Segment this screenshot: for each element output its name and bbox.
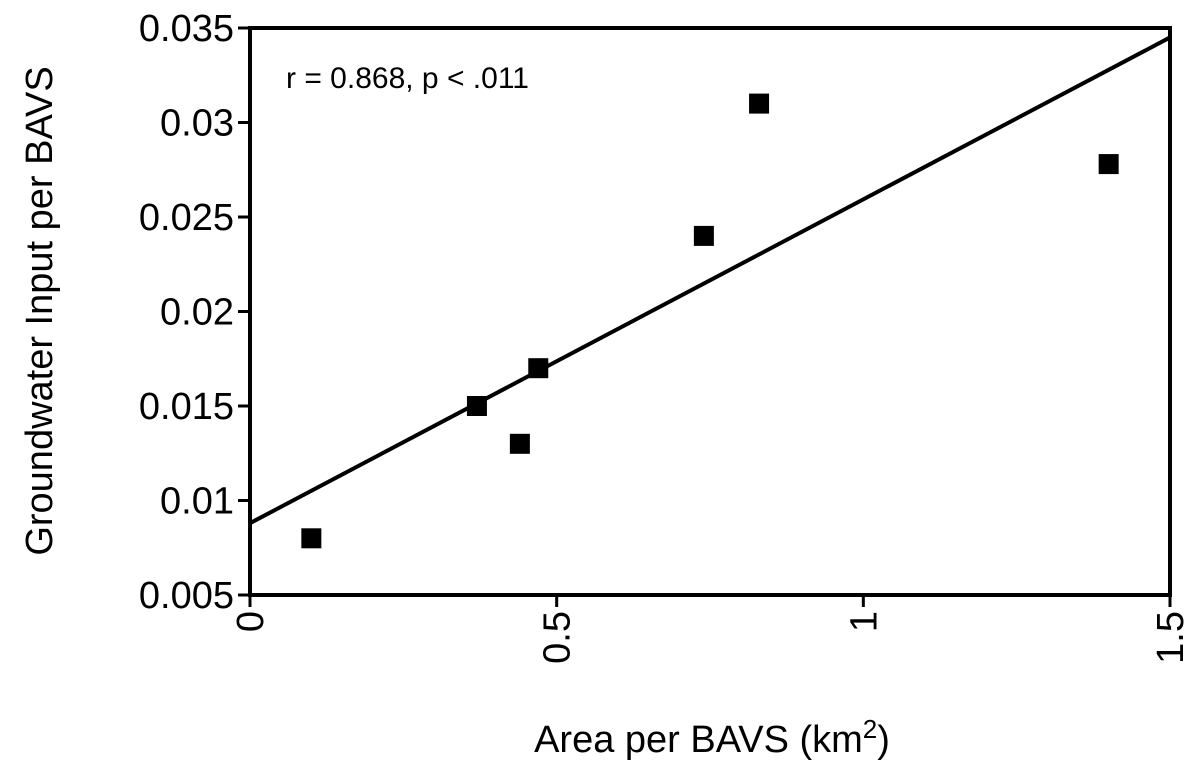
y-axis-ticks: 0.005 0.01 0.015 0.02 0.025 0.03 0.035	[139, 8, 250, 617]
x-tick-label: 1	[843, 611, 885, 632]
regression-line	[249, 35, 1171, 525]
x-tick-label: 1.5	[1150, 611, 1192, 664]
data-point	[693, 225, 714, 246]
data-point	[466, 396, 487, 416]
y-tick-label: 0.025	[139, 197, 234, 239]
x-axis-title: Area per BAVS (km2)	[534, 714, 890, 760]
data-point	[509, 433, 530, 454]
data-points	[301, 93, 1119, 549]
x-axis-title-main: Area per BAVS (km	[534, 719, 863, 760]
y-tick-label: 0.005	[139, 575, 234, 617]
y-axis-title: Groundwater Input per BAVS	[19, 66, 61, 555]
y-tick-label: 0.01	[160, 481, 234, 523]
y-tick-label: 0.02	[160, 292, 234, 334]
x-axis-title-suffix: )	[877, 719, 890, 760]
x-axis-ticks: 0 0.5 1 1.5	[230, 595, 1192, 664]
data-point	[1098, 154, 1119, 175]
x-axis-title-superscript: 2	[863, 714, 877, 744]
data-point	[528, 358, 549, 379]
y-tick-label: 0.03	[160, 103, 234, 145]
correlation-annotation: r = 0.868, p < .011	[286, 62, 529, 95]
y-tick-label: 0.035	[139, 8, 234, 50]
data-point	[301, 528, 322, 549]
x-tick-label: 0.5	[537, 611, 579, 664]
y-tick-label: 0.015	[139, 386, 234, 428]
data-point	[749, 93, 770, 114]
x-tick-label: 0	[230, 611, 272, 632]
plot-frame	[248, 26, 1172, 597]
